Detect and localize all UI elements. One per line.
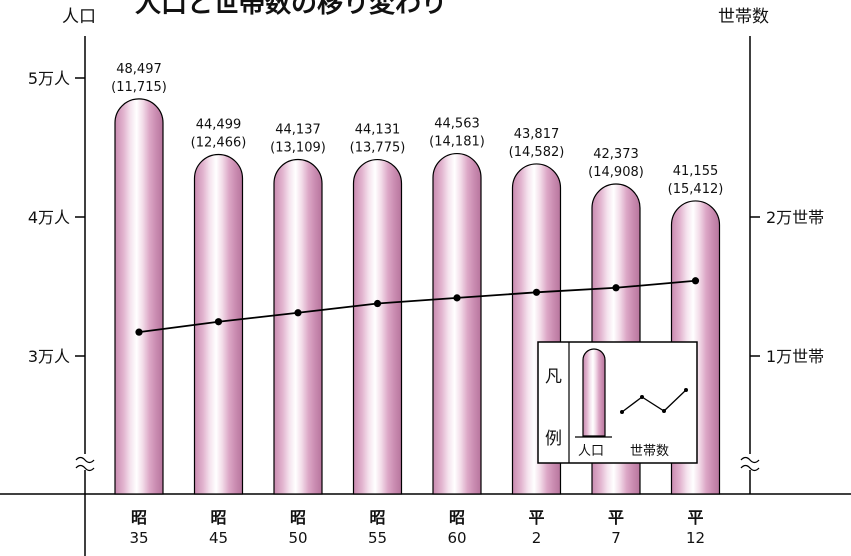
household-point xyxy=(453,294,461,302)
right-axis-break xyxy=(740,456,760,472)
left-tick-label: 4万人 xyxy=(28,208,70,227)
x-era-label: 昭 xyxy=(290,508,306,527)
legend-line-point xyxy=(684,388,688,392)
population-value-label: 44,499 xyxy=(196,117,242,132)
population-bar xyxy=(352,159,403,495)
legend-title-top: 凡 xyxy=(545,367,562,387)
left-tick-label: 5万人 xyxy=(28,69,70,88)
household-point xyxy=(612,284,620,292)
household-value-label: (13,775) xyxy=(350,141,406,156)
x-year-label: 35 xyxy=(129,529,148,547)
x-year-label: 60 xyxy=(447,529,466,547)
household-value-label: (13,109) xyxy=(270,140,326,155)
household-point xyxy=(373,299,382,308)
population-value-label: 41,155 xyxy=(673,164,719,179)
bar-value-labels: 48,497 (11,715) 44,499 (12,466) 44,137 (13,10… xyxy=(111,62,723,197)
household-value-label: (14,181) xyxy=(429,135,485,150)
population-value-label: 44,137 xyxy=(275,122,321,137)
x-era-label: 平 xyxy=(528,508,544,527)
household-point xyxy=(135,328,143,336)
legend-line-point xyxy=(640,395,644,399)
x-year-label: 2 xyxy=(532,529,542,547)
population-value-label: 44,563 xyxy=(434,117,480,132)
household-value-label: (14,908) xyxy=(588,165,644,180)
household-value-label: (11,715) xyxy=(111,80,167,95)
legend-box xyxy=(537,341,698,464)
legend-title-bottom: 例 xyxy=(545,429,562,449)
x-axis-labels: 昭 35 昭 45 昭 50 昭 55 昭 60 平 2 平 7 平 12 xyxy=(129,508,705,547)
household-line xyxy=(138,279,696,334)
household-point xyxy=(294,309,302,317)
x-year-label: 12 xyxy=(686,529,705,547)
x-era-label: 平 xyxy=(687,508,703,527)
household-point xyxy=(691,277,700,285)
x-year-label: 55 xyxy=(368,529,387,547)
right-tick-label: 2万世帯 xyxy=(766,208,824,227)
x-era-label: 平 xyxy=(608,508,624,527)
right-tick-label: 1万世帯 xyxy=(766,347,824,366)
x-year-label: 7 xyxy=(611,529,621,547)
household-value-label: (12,466) xyxy=(191,135,247,150)
legend-line-point xyxy=(662,409,666,413)
legend-line-label: 世帯数 xyxy=(630,444,669,459)
household-value-label: (15,412) xyxy=(668,182,724,197)
x-era-label: 昭 xyxy=(131,508,147,527)
population-bar xyxy=(432,153,482,495)
legend-line-swatch xyxy=(621,389,687,413)
legend: 凡 例 人口 世帯数 xyxy=(537,341,698,464)
household-value-label: (14,582) xyxy=(509,145,565,160)
population-bar xyxy=(273,158,323,495)
x-era-label: 昭 xyxy=(369,508,385,527)
population-bar xyxy=(114,98,164,495)
legend-line-point xyxy=(620,410,624,414)
household-point xyxy=(532,288,541,296)
x-era-label: 昭 xyxy=(210,508,226,527)
legend-bar-swatch xyxy=(582,348,606,437)
line-series xyxy=(135,277,700,336)
population-value-label: 43,817 xyxy=(514,127,560,142)
left-axis-title: 人口 xyxy=(62,7,96,27)
chart-title: 人口と世帯数の移り変わり xyxy=(135,0,447,19)
left-tick-label: 3万人 xyxy=(28,347,70,366)
x-year-label: 50 xyxy=(288,529,307,547)
left-axis-break xyxy=(75,456,95,472)
population-value-label: 42,373 xyxy=(593,147,639,162)
legend-bar-label: 人口 xyxy=(578,444,604,459)
population-value-label: 44,131 xyxy=(355,123,401,138)
right-axis-title: 世帯数 xyxy=(718,7,769,27)
household-point xyxy=(214,318,223,326)
x-era-label: 昭 xyxy=(449,508,465,527)
x-year-label: 45 xyxy=(209,529,228,547)
population-value-label: 48,497 xyxy=(116,62,162,77)
